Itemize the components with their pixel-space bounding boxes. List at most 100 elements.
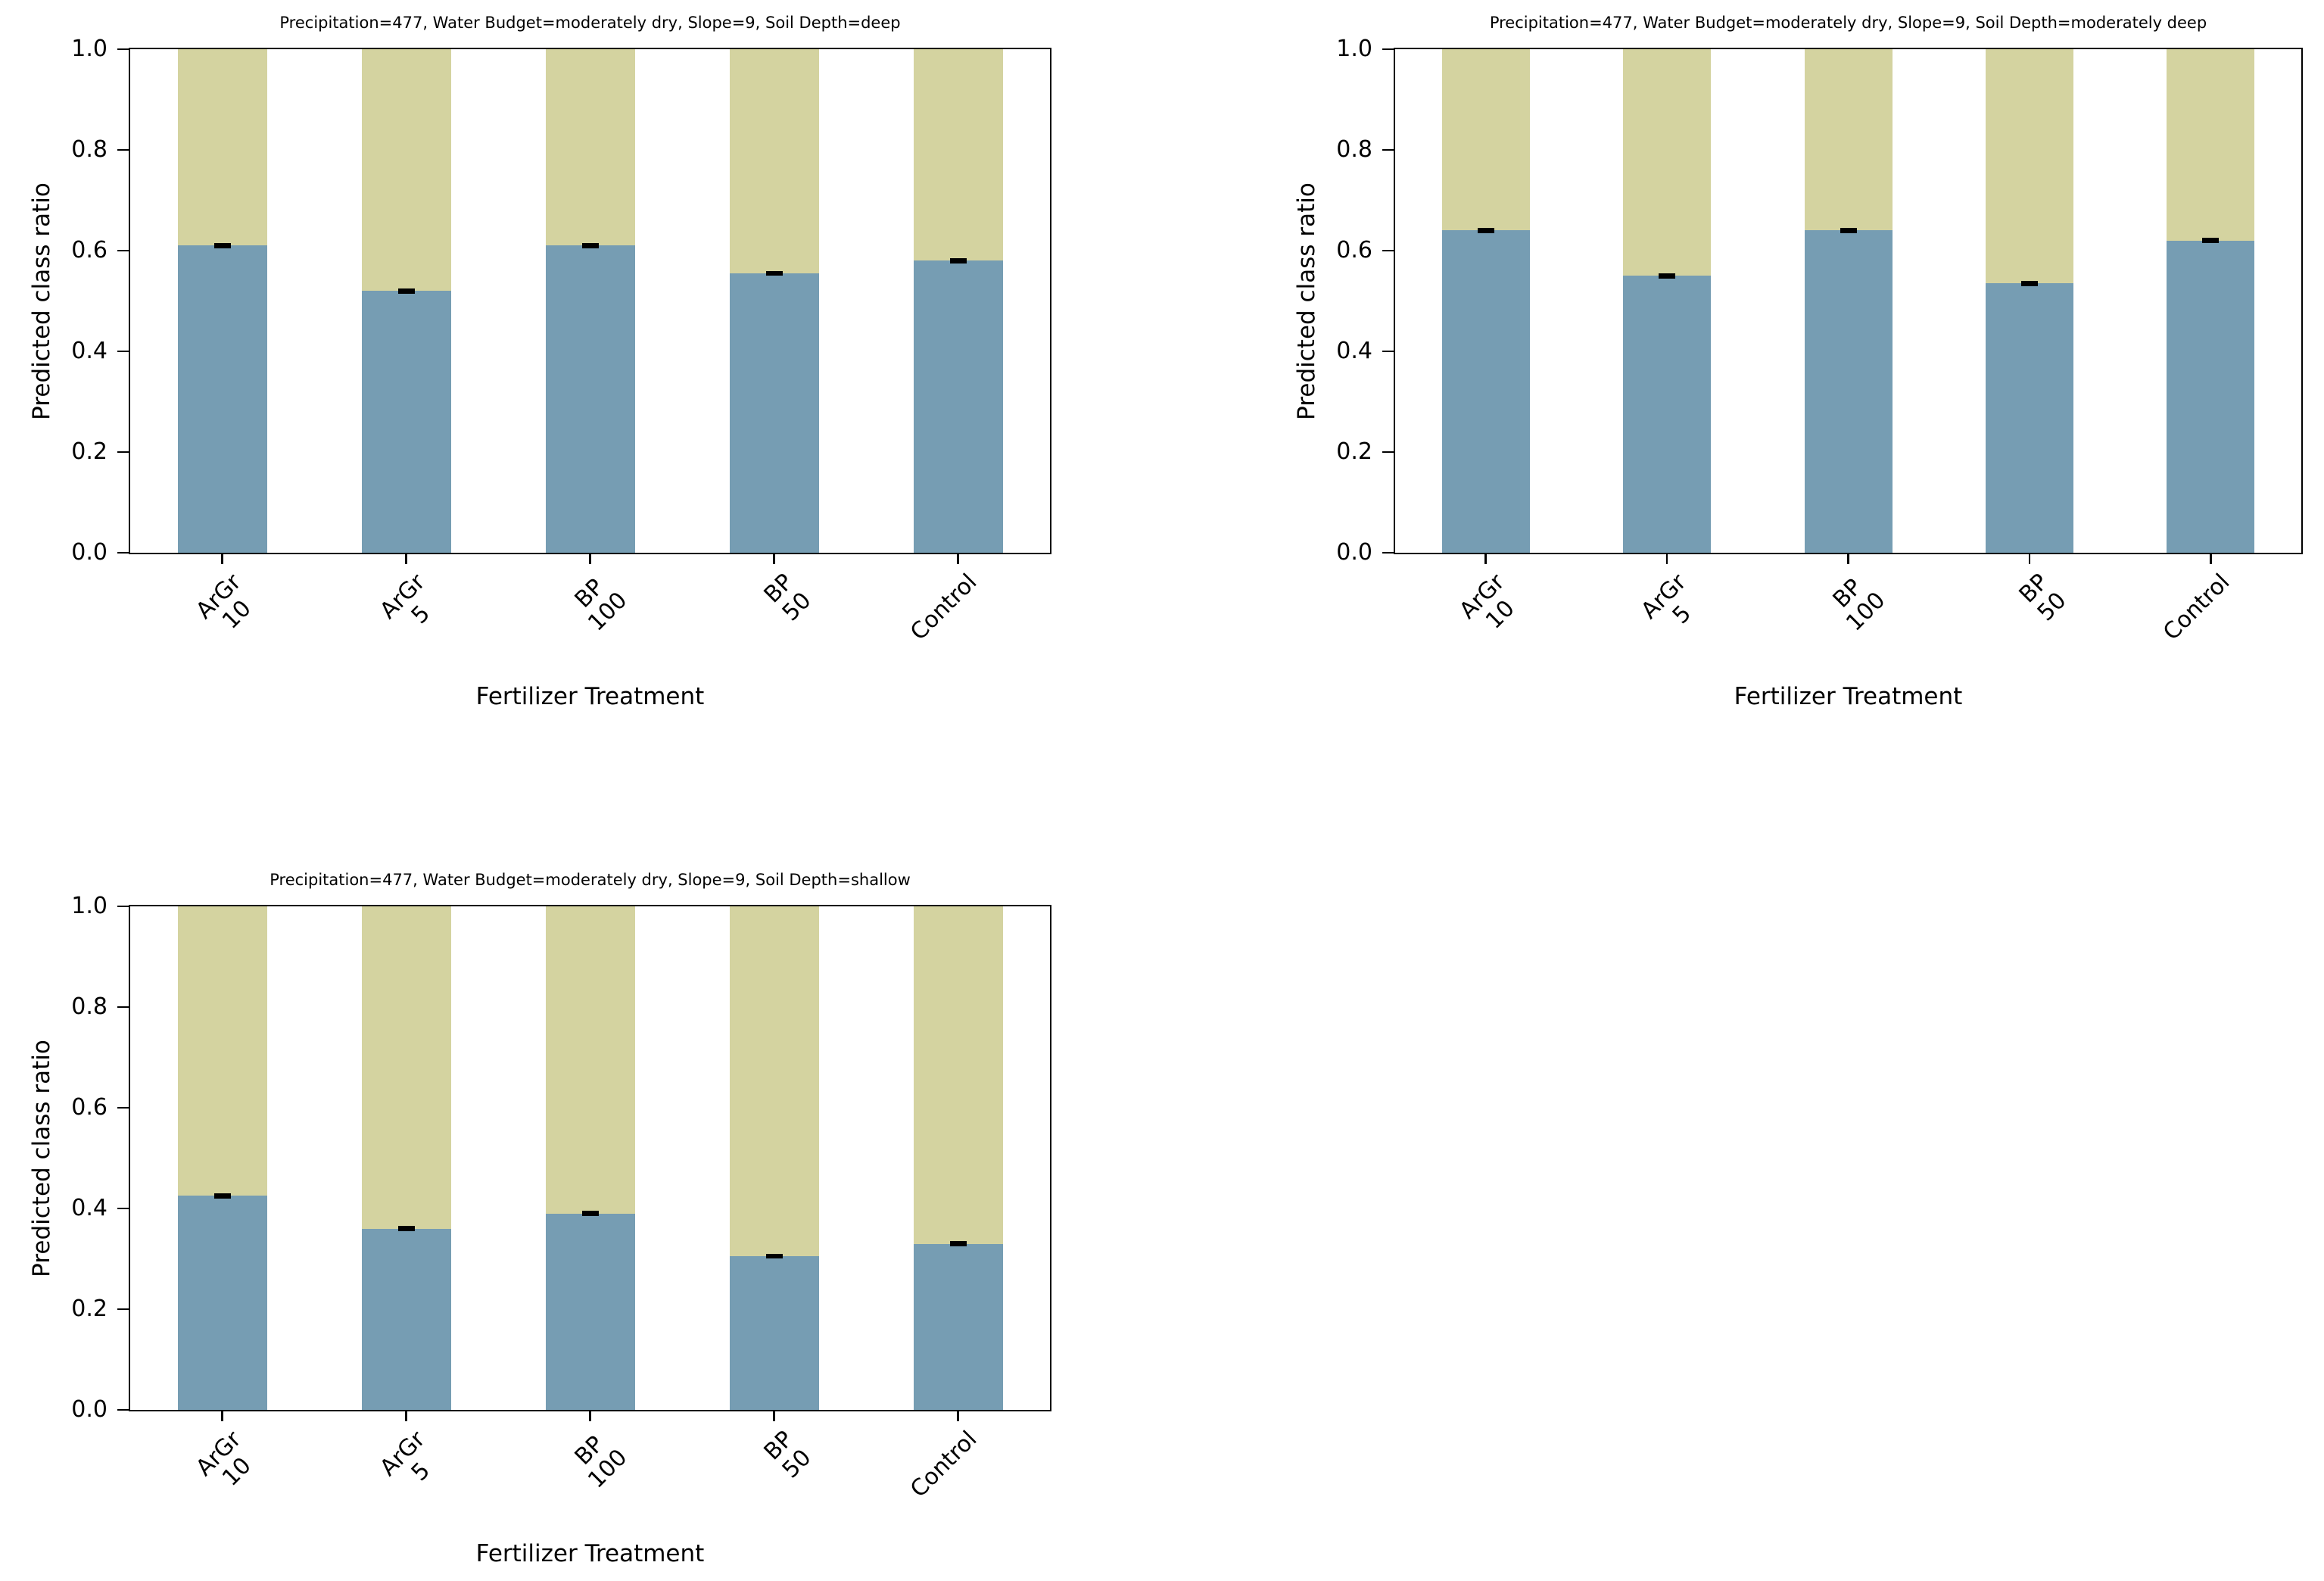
y-tick-label: 0.2: [71, 1296, 107, 1322]
y-tick-mark: [117, 1308, 129, 1311]
x-axis-label: Fertilizer Treatment: [475, 1540, 705, 1567]
bar-segment-lower: [1985, 283, 2073, 553]
bar-segment-lower: [1441, 230, 1530, 553]
bar-segment-upper: [1804, 49, 1893, 231]
y-tick-mark: [1382, 148, 1394, 151]
bar-segment-lower: [177, 245, 267, 553]
x-tick-mark: [405, 1410, 407, 1421]
x-tick-mark: [1484, 553, 1487, 564]
x-tick-label: BP 50: [759, 569, 817, 626]
y-axis-label: Predicted class ratio: [28, 182, 55, 420]
error-bar: [213, 243, 231, 248]
x-tick-mark: [773, 553, 775, 564]
bar-segment-upper: [913, 49, 1003, 261]
y-tick-label: 1.0: [71, 893, 107, 919]
bar-segment-upper: [177, 49, 267, 246]
bar-segment-upper: [2167, 49, 2255, 241]
x-tick-label: ArGr 5: [375, 569, 435, 629]
error-bar: [581, 1211, 599, 1216]
x-tick-mark: [589, 1410, 591, 1421]
x-tick-mark: [957, 1410, 959, 1421]
chart-title: Precipitation=477, Water Budget=moderate…: [279, 14, 901, 32]
y-tick-mark: [117, 1006, 129, 1009]
y-tick-mark: [1382, 249, 1394, 252]
error-bar: [765, 270, 783, 276]
x-tick-label: BP 50: [759, 1426, 817, 1483]
y-axis-label: Predicted class ratio: [28, 1039, 55, 1277]
x-tick-mark: [221, 553, 223, 564]
x-tick-label: ArGr 10: [191, 1426, 257, 1492]
x-tick-label: ArGr 10: [191, 569, 257, 635]
x-tick-mark: [405, 553, 407, 564]
bar-segment-upper: [361, 906, 451, 1229]
x-tick-mark: [773, 1410, 775, 1421]
y-tick-label: 1.0: [1336, 36, 1372, 62]
error-bar: [1840, 228, 1857, 233]
x-tick-label: Control: [905, 569, 983, 646]
bar-segment-lower: [361, 291, 451, 553]
y-tick-label: 0.8: [71, 993, 107, 1020]
x-tick-label: BP 100: [1827, 573, 1891, 637]
bar-segment-lower: [177, 1196, 267, 1410]
bar-segment-upper: [545, 49, 635, 246]
bar-segment-lower: [1804, 230, 1893, 553]
x-tick-mark: [1847, 553, 1849, 564]
x-tick-mark: [221, 1410, 223, 1421]
x-tick-label: Control: [905, 1426, 983, 1503]
x-tick-label: ArGr 5: [1635, 569, 1696, 629]
bar-segment-lower: [1623, 276, 1712, 553]
error-bar: [1477, 228, 1494, 233]
y-tick-label: 0.2: [71, 438, 107, 465]
y-tick-mark: [1382, 48, 1394, 51]
y-axis-label: Predicted class ratio: [1293, 182, 1320, 420]
x-axis-label: Fertilizer Treatment: [475, 683, 705, 710]
y-tick-mark: [117, 350, 129, 353]
bar-segment-upper: [913, 906, 1003, 1244]
y-tick-label: 0.0: [71, 1396, 107, 1423]
x-tick-label: ArGr 10: [1454, 569, 1520, 635]
y-tick-label: 0.0: [71, 539, 107, 566]
x-tick-label: BP 100: [569, 1430, 633, 1494]
bar-segment-upper: [177, 906, 267, 1196]
bar-segment-upper: [1441, 49, 1530, 231]
x-tick-mark: [2028, 553, 2031, 564]
y-tick-label: 0.4: [71, 338, 107, 364]
bar-segment-lower: [2167, 240, 2255, 553]
bar-segment-lower: [913, 260, 1003, 553]
bar-segment-lower: [545, 1213, 635, 1410]
x-tick-mark: [589, 553, 591, 564]
y-tick-mark: [117, 451, 129, 454]
error-bar: [213, 1193, 231, 1199]
error-bar: [397, 1226, 415, 1231]
y-tick-mark: [117, 1106, 129, 1109]
bar-segment-lower: [361, 1228, 451, 1410]
bar-segment-upper: [545, 906, 635, 1214]
chart-title: Precipitation=477, Water Budget=moderate…: [269, 871, 911, 889]
bar-segment-lower: [913, 1243, 1003, 1410]
bar-segment-upper: [361, 49, 451, 292]
x-tick-mark: [957, 553, 959, 564]
y-tick-label: 0.8: [71, 136, 107, 163]
y-tick-label: 0.4: [71, 1195, 107, 1221]
y-tick-label: 1.0: [71, 36, 107, 62]
y-tick-mark: [1382, 551, 1394, 554]
y-tick-label: 0.2: [1336, 438, 1372, 465]
x-tick-mark: [2210, 553, 2212, 564]
x-tick-label: BP 100: [569, 573, 633, 637]
y-tick-mark: [117, 1408, 129, 1411]
y-tick-label: 0.6: [71, 1094, 107, 1121]
y-tick-mark: [117, 249, 129, 252]
bar-segment-lower: [729, 1256, 819, 1410]
error-bar: [2020, 280, 2038, 286]
y-tick-label: 0.0: [1336, 539, 1372, 566]
x-tick-mark: [1665, 553, 1668, 564]
x-tick-label: ArGr 5: [375, 1426, 435, 1486]
x-tick-label: BP 50: [2014, 569, 2072, 626]
x-axis-label: Fertilizer Treatment: [1734, 683, 1963, 710]
y-tick-mark: [117, 905, 129, 908]
error-bar: [2202, 238, 2220, 244]
error-bar: [397, 288, 415, 294]
y-tick-mark: [117, 1207, 129, 1210]
error-bar: [581, 243, 599, 248]
